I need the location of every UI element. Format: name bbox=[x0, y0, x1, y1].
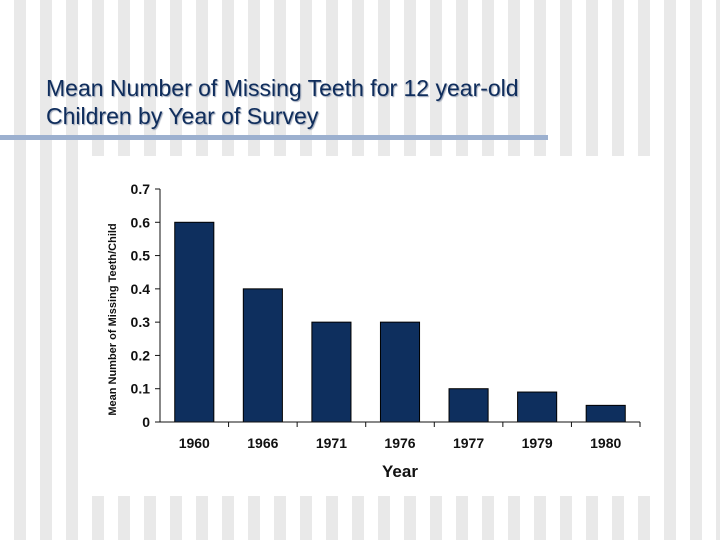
bars bbox=[174, 221, 626, 423]
x-axis-title: Year bbox=[382, 462, 418, 481]
x-tick-label-1971: 1971 bbox=[316, 435, 347, 451]
y-tick-label: 0.7 bbox=[131, 181, 151, 197]
bar-chart: 00.10.20.30.40.50.60.7 1960 1966 1971 1976 1… bbox=[107, 181, 641, 481]
y-axis-title: Mean Number of Missing Teeth/Child bbox=[107, 223, 119, 415]
x-tick-label-1977: 1977 bbox=[453, 435, 484, 451]
bar-1979 bbox=[517, 391, 558, 423]
bar-1980 bbox=[585, 404, 626, 423]
bar-1971 bbox=[311, 321, 352, 423]
x-tick-label-1960: 1960 bbox=[179, 435, 210, 451]
title-underline bbox=[0, 135, 548, 140]
slide-title-line-2: Children by Year of Survey bbox=[46, 103, 319, 129]
x-tick-label-1980: 1980 bbox=[590, 435, 621, 451]
y-tick-label: 0 bbox=[142, 414, 150, 430]
y-tick-label: 0.4 bbox=[131, 281, 151, 297]
slide-title: Mean Number of Missing Teeth for 12 year… bbox=[46, 74, 666, 130]
y-tick-label: 0.2 bbox=[131, 347, 151, 363]
slide-title-line-1: Mean Number of Missing Teeth for 12 year… bbox=[46, 75, 519, 101]
chart-panel: 0 0.1 0.2 0.3 0.4 0.5 0.6 0.7 1960 1966 1971 1976 1… bbox=[82, 156, 658, 496]
y-tick-label: 0.5 bbox=[131, 248, 151, 264]
bar-1976 bbox=[379, 321, 421, 423]
y-tick-label: 0.3 bbox=[131, 314, 151, 330]
bar-1977 bbox=[448, 388, 489, 423]
x-tick-label-1979: 1979 bbox=[522, 435, 553, 451]
x-tick-label-1966: 1966 bbox=[247, 435, 278, 451]
x-tick-label-1976: 1976 bbox=[384, 435, 415, 451]
bar-1960 bbox=[174, 221, 215, 423]
y-axis-ticks: 0 0.1 0.2 0.3 0.4 0.5 0.6 0.7 bbox=[131, 181, 160, 430]
bar-1966 bbox=[242, 288, 283, 423]
y-tick-label: 0.1 bbox=[131, 381, 151, 397]
y-tick-label: 0.6 bbox=[131, 214, 151, 230]
x-axis-ticks: 1960 1966 1971 1976 1977 1979 1980 bbox=[179, 422, 641, 451]
